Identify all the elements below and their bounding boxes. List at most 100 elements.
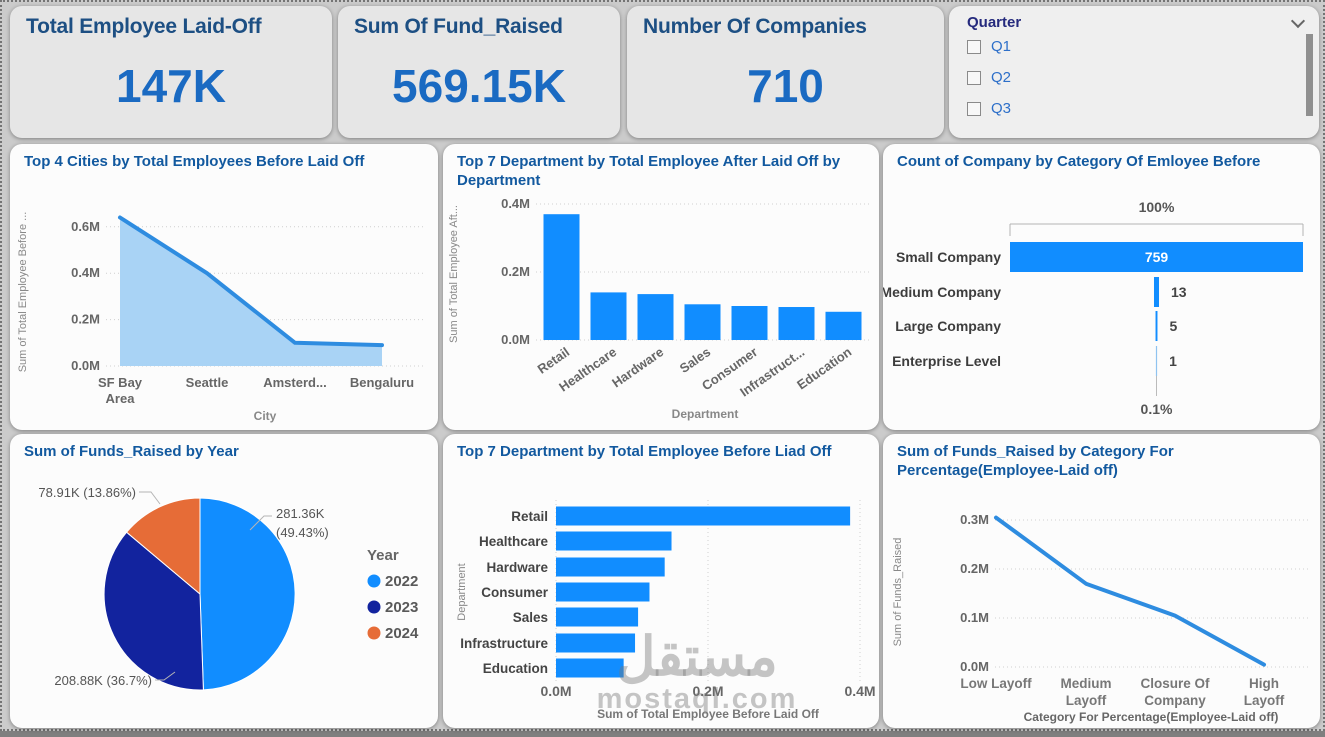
kpi-title: Number Of Companies [643,15,867,38]
x-tick-label: Closure Of [1140,676,1210,691]
y-tick-label: Education [483,661,548,676]
y-tick-label: 0.1M [960,610,989,625]
funds-pie-plot[interactable]: 281.36K (49.43%) 78.91K (13.86%) 208.88K (3… [10,468,438,728]
bar[interactable] [556,658,624,678]
bar[interactable] [556,607,639,627]
funds-line-plot[interactable]: 0.0M 0.1M 0.2M 0.3M Low Layoff Medium Layoff Cl… [883,480,1320,728]
legend-label: 2022 [385,573,418,590]
option-label: Q2 [991,69,1012,86]
legend-label: 2023 [385,599,418,616]
bar[interactable] [778,307,815,340]
chart-title: Sum of Funds_Raised by Category For Perc… [897,443,1174,479]
bar[interactable] [637,294,674,340]
pie-slice[interactable] [103,531,204,691]
checkbox-icon[interactable] [967,101,981,116]
y-axis-title: Sum of Total Employee Before ... [17,212,29,373]
slicer-option-q3[interactable]: Q3 [949,93,1319,124]
slicer-option-q2[interactable]: Q2 [949,62,1319,93]
chart-card-funds-pie: Sum of Funds_Raised by Year 281.36K (49.4… [10,434,438,728]
area-line[interactable] [118,215,384,348]
bar[interactable] [556,582,650,602]
y-tick-label: Hardware [486,560,548,575]
bar[interactable] [731,306,768,340]
line-series[interactable] [994,515,1266,667]
funnel-bar[interactable] [1155,346,1158,376]
x-tick-label: Low Layoff [960,676,1032,691]
kpi-value: 147K [116,59,226,112]
chart-card-company-funnel: Count of Company by Category Of Emloyee … [883,144,1320,430]
chevron-down-icon[interactable] [1290,13,1306,28]
funnel-bar[interactable] [1155,311,1158,341]
y-tick-label: Retail [511,509,548,524]
funnel-category-label: Enterprise Level [892,353,1001,369]
bar[interactable] [543,214,580,340]
x-tick-label: Medium [1060,676,1111,691]
option-label: Q3 [991,100,1012,117]
y-tick-label: 0.0M [960,659,989,674]
funnel-value: 759 [1145,249,1169,265]
y-tick-label: 0.0M [71,358,100,373]
y-tick-label: 0.4M [501,196,530,211]
x-tick-label: 0.0M [540,683,571,699]
y-tick-label: 0.3M [960,512,989,527]
x-tick-label: Retail [535,344,573,377]
legend-swatch[interactable] [367,626,381,640]
pie-slice[interactable] [199,497,296,691]
checkbox-icon[interactable] [967,39,981,54]
slicer-option-q1[interactable]: Q1 [949,31,1319,62]
x-axis-title: Category For Percentage(Employee-Laid of… [1024,710,1279,724]
funnel-bottom-label: 0.1% [1141,401,1173,417]
y-axis-title: Sum of Total Employee Aft... [448,205,460,343]
kpi-card-company-count[interactable]: Number Of Companies 710 [627,6,944,138]
leader-line [139,491,161,505]
legend-swatch[interactable] [367,600,381,614]
slicer-title: Quarter [967,14,1022,31]
funnel-value: 13 [1171,284,1187,300]
bar[interactable] [556,557,665,577]
pie-slice[interactable] [125,497,201,596]
y-tick-label: 0.4M [71,265,100,280]
x-axis-title: City [254,409,277,423]
funnel-category-label: Medium Company [883,284,1001,300]
chart-title: Top 7 Department by Total Employee Befor… [457,443,832,460]
x-tick-label: Area [106,391,136,406]
kpi-value: 710 [747,59,824,112]
slicer-scrollbar[interactable] [1306,34,1313,116]
x-tick-label: SF Bay [98,375,143,390]
chart-card-dept-after-bar: Top 7 Department by Total Employee After… [443,144,879,430]
kpi-value: 569.15K [392,59,566,112]
x-tick-label: 0.2M [692,683,723,699]
quarter-slicer[interactable]: Quarter Q1 Q2 Q3 [949,6,1319,138]
legend-title: Year [367,547,399,564]
kpi-card-total-laid-off[interactable]: Total Employee Laid-Off 147K [10,6,332,138]
x-tick-label: Sales [677,344,713,376]
pie-label: 208.88K (36.7%) [54,673,152,688]
funnel-bar[interactable] [1153,277,1160,307]
bar[interactable] [556,506,851,526]
x-tick-label: Bengaluru [350,375,414,390]
funnel-bar[interactable] [1010,242,1303,272]
bar[interactable] [590,292,627,340]
x-tick-label: Amsterd... [263,375,327,390]
dept-before-barh-plot[interactable]: 0.0M 0.2M 0.4M Retail Healthcare Hardware Cons… [443,480,879,728]
funnel-category-label: Large Company [895,318,1001,334]
x-tick-label: Layoff [1244,693,1285,708]
chart-card-dept-before-barh: Top 7 Department by Total Employee Befor… [443,434,879,728]
checkbox-icon[interactable] [967,70,981,85]
chart-title: Top 7 Department by Total Employee After… [457,153,841,189]
area-fill[interactable] [120,217,382,367]
company-funnel-plot[interactable]: 100% Small Company 759 Medium Company 13 Larg… [883,190,1320,430]
kpi-card-fund-raised[interactable]: Sum Of Fund_Raised 569.15K [338,6,620,138]
kpi-title: Total Employee Laid-Off [26,15,262,38]
chart-title: Top 4 Cities by Total Employees Before L… [24,153,365,170]
bar[interactable] [556,633,636,653]
y-tick-label: 0.2M [960,561,989,576]
legend-swatch[interactable] [367,574,381,588]
bar[interactable] [684,304,721,340]
bar[interactable] [825,311,862,340]
funnel-category-label: Small Company [896,249,1001,265]
bar[interactable] [556,531,672,551]
